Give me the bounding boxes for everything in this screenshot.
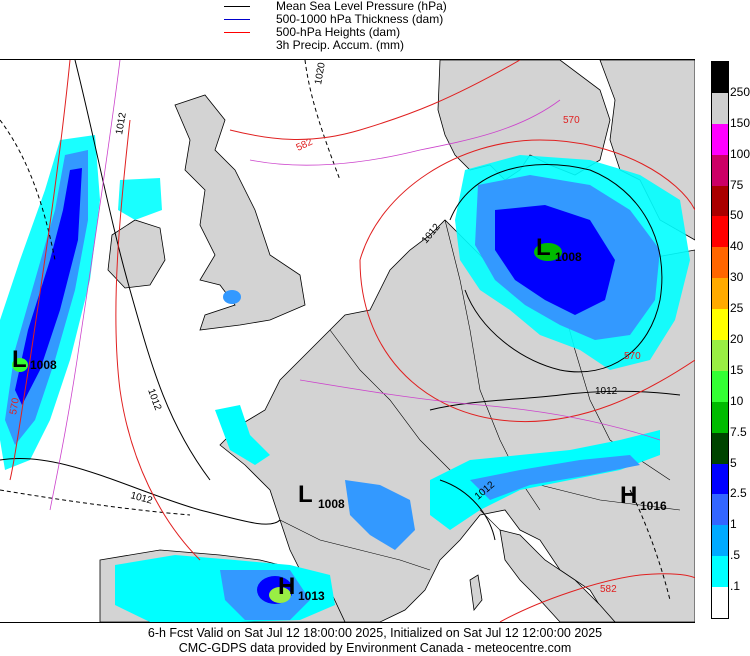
precip-france-west — [215, 405, 270, 465]
colorbar-segment — [712, 247, 728, 279]
colorbar-label: 150 — [730, 115, 750, 130]
colorbar-label: 20 — [730, 332, 744, 346]
thickness-central — [299, 379, 661, 441]
forecast-valid-text: 6-h Fcst Valid on Sat Jul 12 18:00:00 20… — [147, 626, 603, 640]
colorbar-segment — [712, 370, 728, 403]
colorbar-segment — [712, 62, 728, 94]
low-center-baltic: L — [536, 234, 551, 261]
colorbar-segment — [712, 185, 728, 217]
colorbar-label: .1 — [730, 579, 741, 594]
low-center-france: L — [298, 481, 313, 508]
precip-wales — [223, 290, 241, 304]
high-value-iberia: 1013 — [298, 589, 325, 603]
colorbar-label: 25 — [730, 301, 744, 316]
precip-france — [345, 480, 415, 550]
border-pyrenees — [279, 519, 431, 571]
border-alps-east — [519, 479, 681, 511]
thickness-contours — [49, 60, 661, 511]
legend-mslp-label: Mean Sea Level Pressure (hPa) — [276, 0, 447, 13]
colorbar-segment — [712, 154, 728, 187]
precip-baltic-heavy — [495, 205, 615, 315]
colorbar-label: 2.5 — [730, 486, 747, 501]
high-value-adriatic: 1016 — [640, 499, 667, 513]
isobar-label-1020: 1020 — [313, 61, 328, 85]
height-582-north — [229, 60, 521, 140]
heights-line-swatch — [224, 32, 250, 33]
colorbar-segment — [712, 401, 728, 434]
colorbar-segment — [712, 340, 728, 372]
map-svg: 1012 1020 1012 1012 1012 1012 1012 582 5… — [0, 60, 695, 622]
colorbar-label: 15 — [730, 362, 744, 377]
isobar-1012-alps — [439, 479, 496, 541]
precip-iberia-core — [269, 587, 291, 603]
colorbar-label: 30 — [730, 270, 744, 285]
height-contours — [9, 60, 695, 622]
height-570-west — [9, 60, 71, 481]
colorbar-label: 250 — [730, 84, 750, 99]
thickness-west — [49, 60, 121, 511]
colorbar-segment — [712, 123, 728, 156]
colorbar-segment — [712, 556, 728, 588]
low-value-atlantic: 1008 — [30, 358, 57, 372]
colorbar-label: 5 — [730, 455, 737, 470]
colorbar-segment — [712, 525, 728, 557]
colorbar-label: 10 — [730, 393, 744, 408]
isobar-1012-baltic — [449, 164, 663, 373]
height-label-570-west: 570 — [8, 397, 22, 416]
isobar-label-1012-west: 1012 — [114, 111, 129, 135]
isobar-dashed-south — [0, 489, 191, 516]
land-great-britain — [174, 94, 306, 331]
mslp-line-swatch — [224, 6, 250, 7]
land-corsica — [469, 574, 483, 611]
data-credit-text: CMC-GDPS data provided by Environment Ca… — [178, 641, 572, 655]
height-570-ring — [359, 139, 695, 261]
height-582-south — [499, 573, 695, 622]
isobar-1012-west — [74, 60, 211, 481]
colorbar-label: .5 — [730, 548, 741, 563]
thickness-north — [249, 99, 561, 166]
land-ireland — [107, 219, 166, 289]
low-value-baltic: 1008 — [555, 250, 582, 264]
colorbar-segment — [712, 432, 728, 465]
colorbar-segment — [712, 587, 728, 619]
legend-thickness-label: 500-1000 hPa Thickness (dam) — [276, 12, 444, 26]
precip-alps-mid — [470, 455, 640, 500]
weather-map: 1012 1020 1012 1012 1012 1012 1012 582 5… — [0, 59, 695, 623]
height-label-570-east: 570 — [624, 351, 641, 362]
legend-precip-label: 3h Precip. Accum. (mm) — [276, 38, 405, 52]
colorbar-segment — [712, 278, 728, 310]
colorbar-label: 1 — [730, 517, 737, 532]
isobar-dashed-west — [0, 119, 56, 261]
colorbar-segment — [712, 92, 728, 125]
colorbar-segment — [712, 216, 728, 248]
high-center-iberia: H — [278, 573, 295, 600]
land-italy — [499, 529, 616, 622]
legend-heights-label: 500-hPa Heights (dam) — [276, 25, 401, 39]
low-center-atlantic: L — [12, 346, 27, 373]
colorbar-label: 100 — [730, 146, 750, 161]
precip-ireland — [118, 178, 162, 220]
isobar-label-1012-central: 1012 — [595, 386, 618, 397]
colorbar-label: 75 — [730, 177, 744, 192]
colorbar-segment — [712, 463, 728, 495]
colorbar-label: 40 — [730, 239, 744, 254]
precip-colorbar — [711, 61, 729, 619]
colorbar-segment — [712, 309, 728, 341]
thickness-line-swatch — [224, 19, 250, 20]
high-center-adriatic: H — [620, 482, 637, 509]
precip-atlantic-core — [12, 358, 28, 372]
height-582-west — [115, 119, 201, 561]
height-570-inner — [359, 259, 695, 422]
isobar-1012-atlantic — [0, 458, 281, 525]
map-legend: Mean Sea Level Pressure (hPa) 500-1000 h… — [224, 0, 524, 56]
low-value-france: 1008 — [318, 497, 345, 511]
pressure-centers: L 1008 L 1008 L 1008 H 1016 H 1013 — [12, 234, 667, 603]
precip-baltic-core — [534, 243, 562, 261]
colorbar-label: 50 — [730, 208, 744, 223]
height-label-582-south: 582 — [600, 584, 617, 595]
precipitation-shading — [0, 135, 690, 622]
colorbar-label: 7.5 — [730, 424, 747, 439]
height-label-570-north: 570 — [563, 115, 580, 126]
colorbar-segment — [712, 494, 728, 526]
